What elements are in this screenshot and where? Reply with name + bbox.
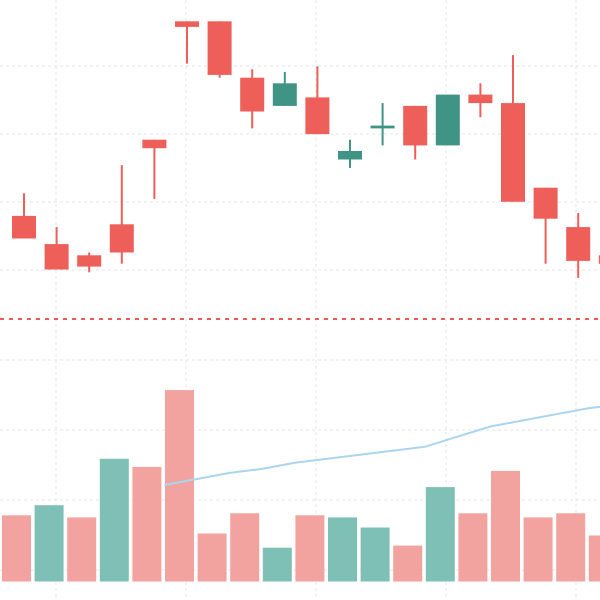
candle-body <box>468 94 493 104</box>
candle-body <box>207 21 232 75</box>
candlestick <box>370 103 395 146</box>
candlestick <box>272 72 297 106</box>
volume-bar <box>2 515 31 582</box>
candlestick <box>435 94 460 146</box>
volume-moving-average-line <box>164 405 600 486</box>
candle-body <box>566 227 591 261</box>
candle-body <box>12 215 36 239</box>
candlestick <box>207 21 232 78</box>
candle-body <box>370 125 395 129</box>
candle-body <box>109 224 134 253</box>
candle-body <box>338 151 362 160</box>
candlestick <box>44 227 69 270</box>
candle-body <box>533 187 558 219</box>
volume-bar <box>262 547 292 582</box>
candlestick <box>12 193 36 239</box>
candlestick <box>468 83 493 118</box>
volume-bar <box>165 390 194 582</box>
volume-bar <box>523 517 553 582</box>
candle-body <box>501 103 525 202</box>
volume-bars <box>0 390 600 583</box>
candle-body <box>598 255 600 264</box>
candlestick <box>501 55 525 202</box>
candlestick <box>598 255 600 264</box>
candlestick <box>77 252 102 273</box>
volume-bar <box>230 513 260 582</box>
candle-body <box>44 244 69 270</box>
volume-bar <box>491 470 520 582</box>
candlestick <box>240 69 265 129</box>
candlestick <box>338 139 362 168</box>
volume-bar <box>393 545 423 582</box>
candle-body <box>272 83 297 106</box>
candlestick <box>533 187 558 264</box>
volume-bar <box>99 458 129 582</box>
candle-body <box>77 255 102 267</box>
volume-bar <box>295 515 325 582</box>
candlestick <box>175 21 199 64</box>
moving-average-layer <box>164 405 600 486</box>
volume-bar <box>328 517 357 582</box>
volume-bar <box>556 513 586 582</box>
volume-bar <box>34 505 64 582</box>
candlesticks <box>12 21 600 278</box>
volume-bar <box>458 513 488 582</box>
volume-bar <box>67 517 97 582</box>
candlestick <box>403 105 428 160</box>
candle-body <box>142 139 167 149</box>
volume-bar <box>360 527 390 582</box>
volume-bar <box>197 533 227 582</box>
volume-bar <box>588 535 600 582</box>
candlestick <box>566 213 591 278</box>
candle-body <box>175 21 199 27</box>
candle-body <box>240 77 265 112</box>
candlestick <box>109 165 134 264</box>
candle-body <box>435 94 460 146</box>
candle-body <box>403 105 428 146</box>
candlestick <box>305 66 330 135</box>
candle-body <box>305 97 330 135</box>
candlestick <box>142 139 167 199</box>
volume-bar <box>425 487 455 582</box>
volume-bar <box>132 466 162 582</box>
